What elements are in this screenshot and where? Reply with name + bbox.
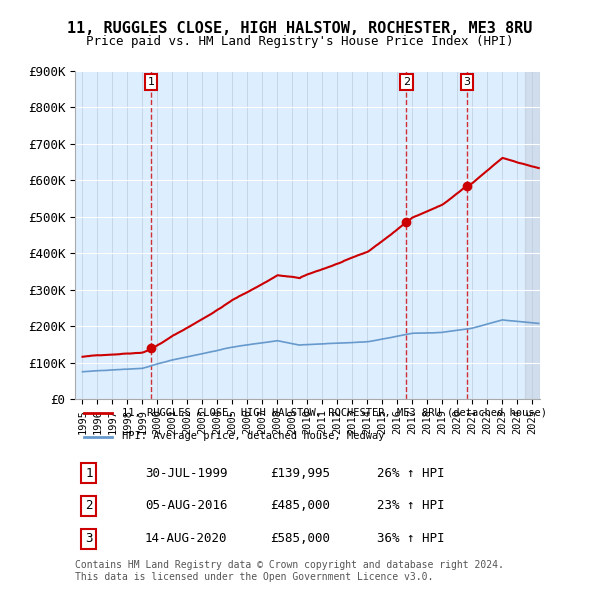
Text: 1: 1 [85,467,93,480]
Text: 26% ↑ HPI: 26% ↑ HPI [377,467,445,480]
Text: £139,995: £139,995 [270,467,330,480]
Text: 2: 2 [85,500,93,513]
Text: 3: 3 [85,532,93,545]
Text: This data is licensed under the Open Government Licence v3.0.: This data is licensed under the Open Gov… [75,572,433,582]
Text: 3: 3 [463,77,470,87]
Text: 36% ↑ HPI: 36% ↑ HPI [377,532,445,545]
Text: 14-AUG-2020: 14-AUG-2020 [145,532,227,545]
Text: 11, RUGGLES CLOSE, HIGH HALSTOW, ROCHESTER, ME3 8RU: 11, RUGGLES CLOSE, HIGH HALSTOW, ROCHEST… [67,21,533,35]
Text: Price paid vs. HM Land Registry's House Price Index (HPI): Price paid vs. HM Land Registry's House … [86,35,514,48]
Text: 1: 1 [148,77,155,87]
Text: £485,000: £485,000 [270,500,330,513]
Text: 23% ↑ HPI: 23% ↑ HPI [377,500,445,513]
Text: 2: 2 [403,77,410,87]
Text: HPI: Average price, detached house, Medway: HPI: Average price, detached house, Medw… [121,431,384,441]
Text: Contains HM Land Registry data © Crown copyright and database right 2024.: Contains HM Land Registry data © Crown c… [75,560,504,570]
Text: 11, RUGGLES CLOSE, HIGH HALSTOW, ROCHESTER, ME3 8RU (detached house): 11, RUGGLES CLOSE, HIGH HALSTOW, ROCHEST… [121,408,547,418]
Text: £585,000: £585,000 [270,532,330,545]
Bar [525,71,540,399]
Text: 30-JUL-1999: 30-JUL-1999 [145,467,227,480]
Text: 05-AUG-2016: 05-AUG-2016 [145,500,227,513]
